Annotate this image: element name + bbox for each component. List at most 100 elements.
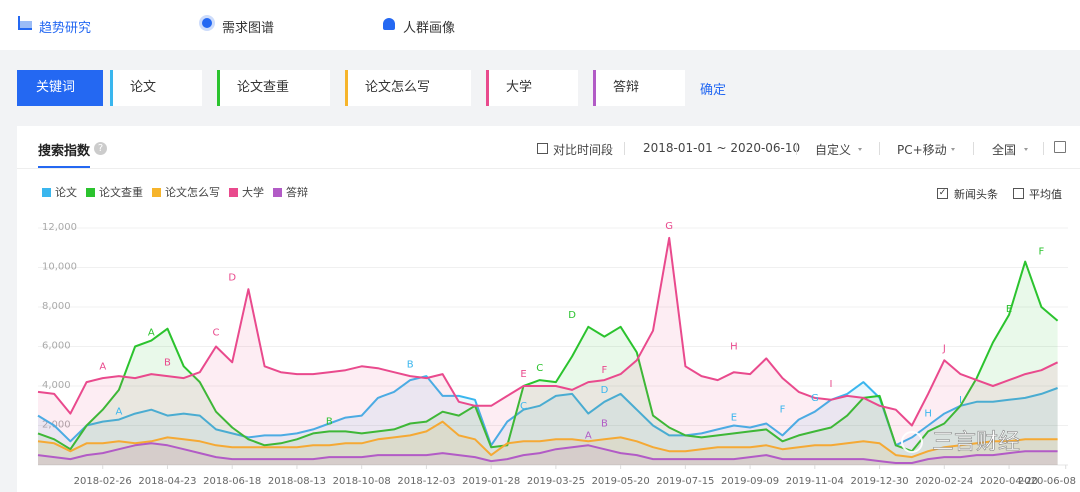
trend-icon [18, 16, 32, 30]
title-underline [38, 166, 90, 168]
x-tick-label: 2018-06-18 [203, 476, 261, 487]
date-range[interactable]: 2018-01-01 ~ 2020-06-10 [643, 141, 801, 155]
legend-swatch [273, 188, 282, 197]
help-icon[interactable]: ? [94, 142, 107, 155]
keyword-label[interactable]: 关键词 [17, 70, 103, 106]
keyword-box[interactable]: 答辩 [593, 70, 685, 106]
news-marker: H [730, 342, 738, 353]
separator [1043, 142, 1044, 155]
news-marker: A [585, 430, 592, 441]
news-marker: J [942, 343, 946, 354]
y-tick-label: 10,000 [42, 262, 77, 273]
x-tick-label: 2018-04-23 [138, 476, 196, 487]
x-tick-label: 2020-06-08 [1018, 476, 1076, 487]
y-tick-label: 8,000 [42, 301, 71, 312]
keyword-box[interactable]: 论文查重 [217, 70, 330, 106]
custom-dropdown[interactable]: 自定义 [815, 143, 852, 157]
dropdown-arrow [1024, 148, 1028, 151]
y-tick-label: 2,000 [42, 420, 71, 431]
y-tick-label: 4,000 [42, 380, 71, 391]
divider [17, 168, 1080, 169]
x-tick-label: 2018-02-26 [74, 476, 132, 487]
news-marker: I [830, 379, 833, 390]
news-marker: F [602, 365, 608, 376]
series-area [38, 376, 1058, 465]
news-marker: B [164, 357, 171, 368]
panel-title[interactable]: 搜索指数 [38, 144, 91, 159]
legend-label: 论文怎么写 [165, 185, 220, 199]
legend-label: 大学 [242, 185, 264, 199]
news-marker: I [959, 395, 962, 406]
x-tick-label: 2019-09-09 [721, 476, 779, 487]
x-tick-label: 2019-12-30 [851, 476, 909, 487]
separator [973, 142, 974, 155]
keyword-box[interactable]: 论文怎么写 [345, 70, 471, 106]
news-marker: C [213, 328, 220, 339]
dropdown-arrow [951, 148, 955, 151]
news-marker: H [924, 409, 932, 420]
nav-tab[interactable]: 需求图谱 [222, 21, 275, 36]
news-marker: F [1039, 247, 1045, 258]
legend-swatch [152, 188, 161, 197]
watermark-icon [901, 431, 923, 453]
legend-label: 论文查重 [99, 185, 143, 199]
checkbox[interactable] [537, 143, 548, 154]
news-marker: E [520, 369, 526, 380]
region-dropdown[interactable]: 全国 [992, 143, 1017, 157]
x-tick-label: 2020-04-20 [980, 476, 1038, 487]
x-tick-label: 2020-02-24 [915, 476, 973, 487]
y-tick-label: 6,000 [42, 341, 71, 352]
export-icon[interactable] [1054, 141, 1066, 153]
checkbox[interactable] [1013, 188, 1024, 199]
news-marker: B [407, 359, 414, 370]
nav-tab[interactable]: 人群画像 [403, 21, 456, 36]
legend-swatch [42, 188, 51, 197]
news-marker: D [601, 385, 609, 396]
x-tick-label: 2018-08-13 [268, 476, 326, 487]
legend-label: 论文 [55, 185, 77, 199]
news-marker: G [811, 393, 819, 404]
device-dropdown[interactable]: PC+移动 [897, 143, 947, 157]
compare-label[interactable]: 对比时间段 [553, 143, 614, 157]
news-marker: C [520, 401, 527, 412]
news-marker: C [536, 363, 543, 374]
legend-swatch [86, 188, 95, 197]
keyword-box[interactable]: 论文 [110, 70, 202, 106]
dropdown-arrow [858, 148, 862, 151]
news-marker: A [148, 328, 155, 339]
series-line [37, 236, 1059, 427]
nav-tab[interactable]: 趋势研究 [39, 21, 92, 36]
series-line [37, 442, 1058, 464]
portrait-icon [383, 18, 395, 30]
news-marker: G [665, 221, 673, 232]
x-tick-label: 2019-05-20 [592, 476, 650, 487]
news-toggle[interactable]: 新闻头条 [954, 188, 998, 201]
series-line [37, 260, 1059, 453]
separator [624, 142, 625, 155]
confirm-button[interactable]: 确定 [700, 83, 727, 98]
legend-swatch [229, 188, 238, 197]
news-marker: D [568, 310, 576, 321]
checkbox-checked[interactable]: ✓ [937, 188, 948, 199]
average-toggle[interactable]: 平均值 [1029, 188, 1062, 201]
series-line [37, 420, 1058, 459]
watermark: 三言财经 [932, 430, 1020, 455]
news-marker: A [99, 361, 106, 372]
y-tick-label: 12,000 [42, 222, 77, 233]
news-marker: E [1006, 304, 1012, 315]
separator [879, 142, 880, 155]
news-marker: D [228, 272, 236, 283]
x-tick-label: 2018-10-08 [333, 476, 391, 487]
panel [17, 126, 1080, 492]
series-area [38, 421, 1058, 465]
keyword-box[interactable]: 大学 [486, 70, 578, 106]
top-nav: 趋势研究 需求图谱 人群画像 [0, 0, 1080, 50]
news-marker: B [326, 417, 333, 428]
x-tick-label: 2018-12-03 [397, 476, 455, 487]
separator [796, 142, 797, 155]
news-marker: B [601, 419, 608, 430]
legend-label: 答辩 [286, 185, 308, 199]
news-marker: E [731, 413, 737, 424]
